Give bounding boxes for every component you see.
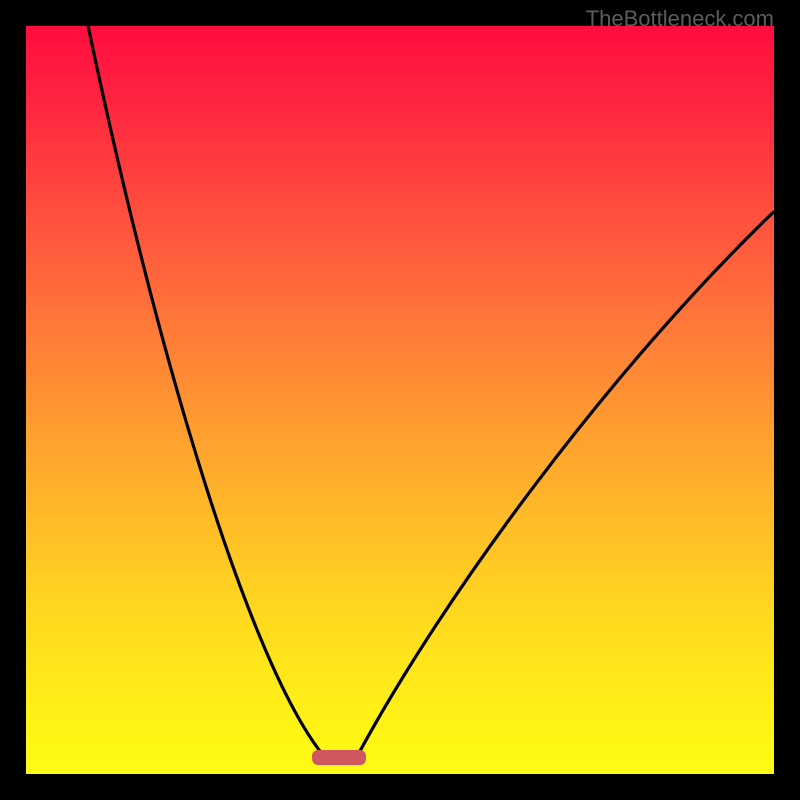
- bottleneck-curve: [26, 26, 774, 774]
- watermark-text: TheBottleneck.com: [586, 6, 774, 32]
- optimal-marker: [312, 750, 366, 765]
- plot-area: [26, 26, 774, 774]
- curve-right-branch: [359, 212, 774, 754]
- curve-left-branch: [88, 26, 321, 753]
